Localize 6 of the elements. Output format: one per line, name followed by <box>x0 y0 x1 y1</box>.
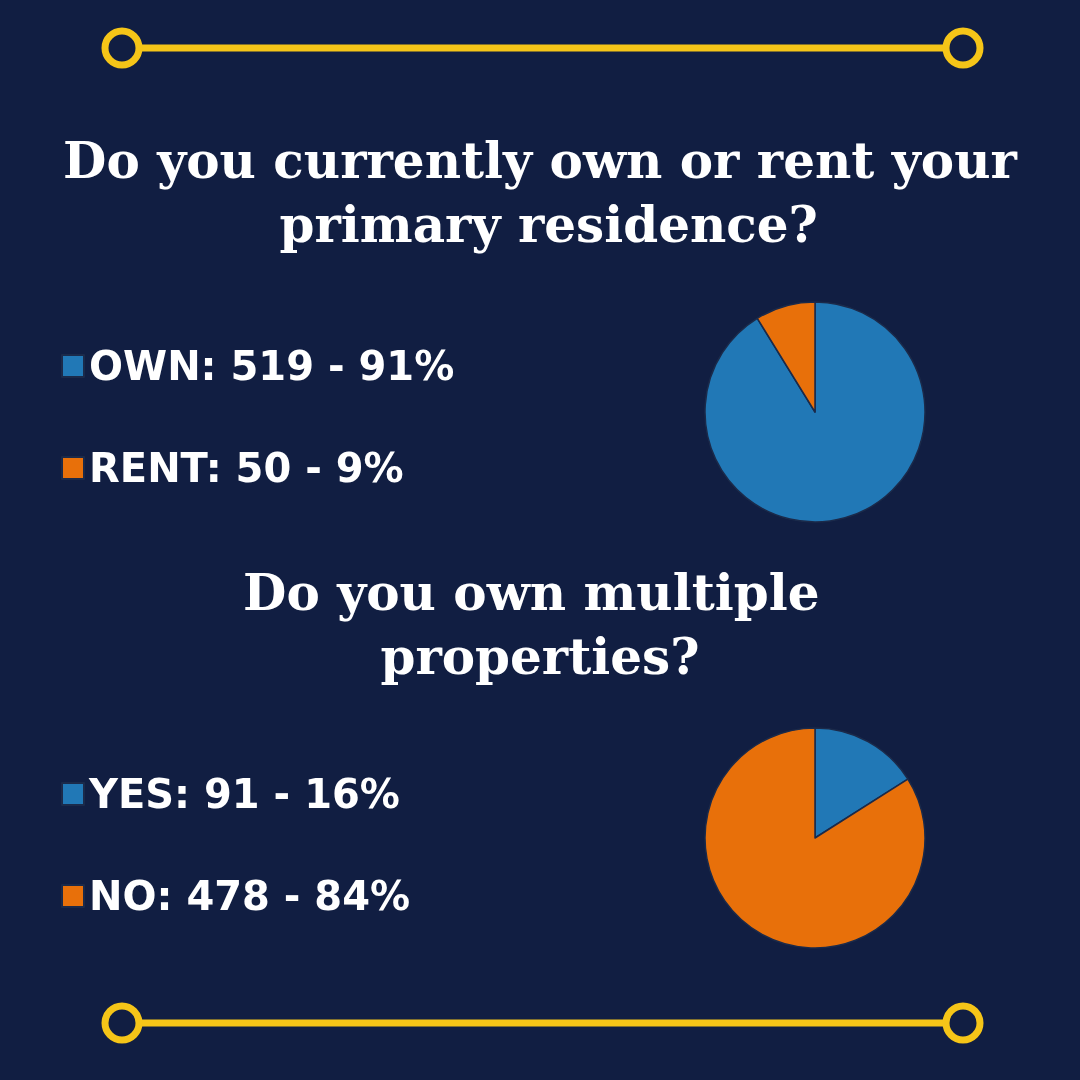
legend-label: RENT: 50 - 9% <box>89 445 404 491</box>
chart-title: Do you currently own or rent your primary residence? <box>63 130 1018 254</box>
legend-label: OWN: 519 - 91% <box>89 343 455 389</box>
legend-label: NO: 478 - 84% <box>89 873 411 919</box>
chart-title: Do you own multiple properties? <box>243 562 837 686</box>
legend-label: YES: 91 - 16% <box>88 771 400 817</box>
